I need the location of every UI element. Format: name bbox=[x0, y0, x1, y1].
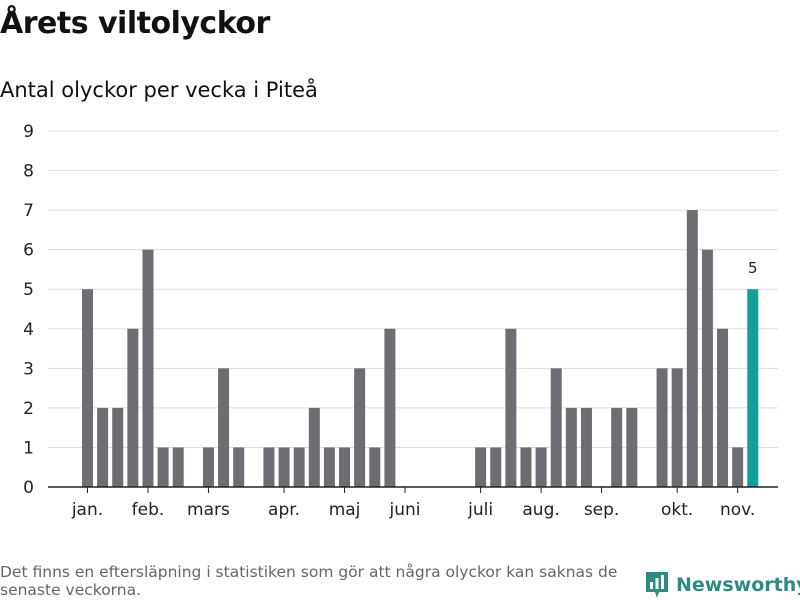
x-axis: jan. feb. mars apr. maj juni juli aug. sep. okt. n… bbox=[48, 486, 778, 520]
x-tick-label: jan. bbox=[71, 500, 103, 520]
newsworthy-logo-icon bbox=[646, 572, 668, 598]
bar-highlight bbox=[747, 289, 759, 487]
bar bbox=[308, 407, 320, 487]
bar bbox=[142, 249, 154, 487]
bar bbox=[535, 447, 547, 487]
bar bbox=[323, 447, 335, 487]
bar bbox=[732, 447, 744, 487]
bar bbox=[127, 328, 139, 487]
bar bbox=[611, 407, 623, 487]
y-tick-label: 7 bbox=[23, 201, 34, 221]
y-tick-label: 5 bbox=[23, 280, 34, 300]
x-tick-label: feb. bbox=[132, 500, 165, 520]
bar bbox=[626, 407, 638, 487]
y-tick-label: 2 bbox=[23, 399, 34, 419]
bar bbox=[293, 447, 305, 487]
x-tick-label: apr. bbox=[268, 500, 300, 520]
bar bbox=[97, 407, 109, 487]
data-label: 5 bbox=[748, 259, 758, 277]
data-labels: 5 bbox=[748, 259, 758, 277]
gridlines bbox=[48, 130, 778, 448]
brand[interactable]: Newsworthy bbox=[644, 570, 800, 600]
bar bbox=[233, 447, 245, 487]
bar bbox=[550, 368, 562, 487]
bar bbox=[671, 368, 683, 487]
bar bbox=[172, 447, 184, 487]
bar bbox=[202, 447, 214, 487]
x-tick-label: sep. bbox=[584, 500, 620, 520]
chart-title: Årets viltolyckor bbox=[0, 6, 270, 41]
footnote: Det finns en eftersläpning i statistiken… bbox=[0, 563, 618, 599]
y-tick-label: 1 bbox=[23, 438, 34, 458]
y-tick-label: 9 bbox=[23, 122, 34, 142]
x-tick-label: juli bbox=[467, 500, 493, 520]
y-tick-label: 3 bbox=[23, 359, 34, 379]
y-tick-label: 8 bbox=[23, 162, 34, 182]
bar bbox=[717, 328, 729, 487]
bar bbox=[278, 447, 290, 487]
bar bbox=[354, 368, 366, 487]
bar bbox=[157, 447, 169, 487]
bar bbox=[475, 447, 487, 487]
y-tick-label: 0 bbox=[23, 478, 34, 498]
y-axis-ticks: 0 1 2 3 4 5 6 7 8 9 bbox=[23, 122, 34, 498]
y-tick-label: 6 bbox=[23, 241, 34, 261]
x-tick-label: aug. bbox=[522, 500, 559, 520]
bar bbox=[82, 289, 93, 487]
bar-chart: 0 1 2 3 4 5 6 7 8 9 jan. feb. mars apr. maj juni juli au… bbox=[23, 122, 778, 520]
bar bbox=[565, 407, 577, 487]
bar bbox=[505, 328, 517, 487]
bar bbox=[701, 249, 713, 487]
bar bbox=[263, 447, 275, 487]
bar bbox=[686, 210, 698, 487]
bar bbox=[218, 368, 230, 487]
bar bbox=[520, 447, 532, 487]
chart-subtitle: Antal olyckor per vecka i Piteå bbox=[0, 78, 318, 102]
brand-name: Newsworthy bbox=[676, 574, 800, 596]
x-tick-label: mars bbox=[187, 500, 230, 520]
bar bbox=[339, 447, 351, 487]
x-tick-label: nov. bbox=[720, 500, 755, 520]
bar bbox=[656, 368, 668, 487]
bar bbox=[580, 407, 592, 487]
bar bbox=[490, 447, 502, 487]
bars bbox=[82, 210, 759, 487]
y-tick-label: 4 bbox=[23, 320, 34, 340]
bar bbox=[112, 407, 124, 487]
x-tick-label: juni bbox=[389, 500, 421, 520]
x-tick-label: maj bbox=[329, 500, 361, 520]
x-tick-label: okt. bbox=[661, 500, 693, 520]
bar bbox=[384, 328, 396, 487]
bar bbox=[369, 447, 381, 487]
